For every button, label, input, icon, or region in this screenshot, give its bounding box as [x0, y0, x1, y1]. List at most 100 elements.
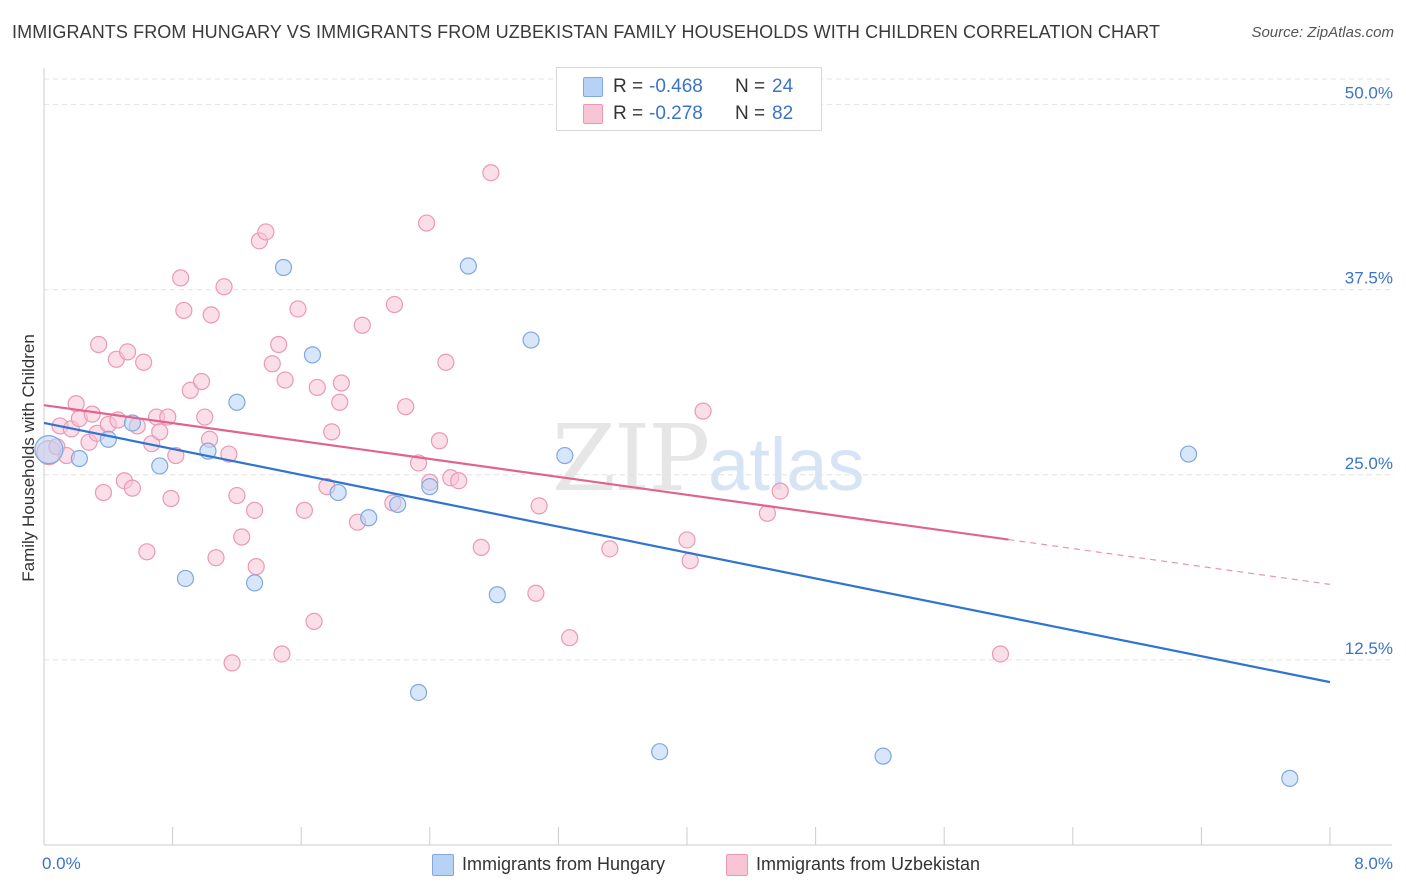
scatter-point-uzbekistan [135, 353, 153, 371]
scatter-point-uzbekistan [295, 501, 314, 519]
scatter-point-uzbekistan [245, 501, 264, 519]
scatter-point-uzbekistan [430, 432, 449, 450]
scatter-point-uzbekistan [276, 371, 294, 389]
stats-r-value-hungary: -0.468 [649, 76, 703, 97]
scatter-point-uzbekistan [263, 355, 281, 373]
scatter-point-hungary [360, 509, 378, 527]
scatter-point-uzbekistan [332, 374, 350, 392]
stats-swatch-hungary [583, 77, 603, 97]
scatter-point-uzbekistan [192, 372, 211, 391]
scatter-point-hungary [99, 430, 117, 448]
y-tick-label: 50.0% [1345, 84, 1393, 103]
scatter-point-uzbekistan [175, 301, 193, 320]
stats-n-value-uzbekistan: 82 [772, 103, 794, 124]
scatter-point-uzbekistan [437, 353, 455, 371]
scatter-point-hungary [389, 495, 407, 514]
scatter-point-hungary [522, 331, 540, 349]
x-tick-label-max: 8.0% [1354, 854, 1393, 873]
scatter-point-uzbekistan [331, 393, 349, 411]
chart-source: Source: ZipAtlas.com [1251, 24, 1394, 41]
trend-line-uzbekistan [43, 404, 1009, 541]
scatter-point-hungary [459, 257, 477, 275]
scatter-point-uzbekistan [172, 269, 190, 287]
legend-label-uzbekistan: Immigrants from Uzbekistan [756, 854, 981, 874]
stats-r-value-uzbekistan: -0.278 [649, 103, 703, 124]
scatter-point-uzbekistan [196, 408, 214, 426]
x-tick-label-min: 0.0% [42, 854, 81, 873]
legend-swatch-hungary [432, 854, 454, 876]
scatter-point-uzbekistan [417, 214, 436, 232]
stats-n-value-hungary: 24 [772, 76, 794, 97]
chart-title: IMMIGRANTS FROM HUNGARY VS IMMIGRANTS FR… [12, 22, 1161, 42]
scatter-point-uzbekistan [482, 164, 500, 182]
scatter-point-uzbekistan [694, 402, 712, 420]
scatter-point-uzbekistan [151, 423, 169, 441]
scatter-point-uzbekistan [991, 645, 1010, 663]
legend-label-hungary: Immigrants from Hungary [462, 854, 666, 874]
scatter-point-uzbekistan [223, 654, 241, 672]
scatter-point-uzbekistan [83, 405, 101, 423]
scatter-point-uzbekistan [601, 540, 619, 558]
scatter-point-hungary [874, 747, 892, 765]
y-tick-label: 12.5% [1345, 639, 1393, 658]
scatter-point-hungary [651, 743, 669, 761]
scatter-point-hungary [409, 683, 428, 702]
stats-n-label: N = [735, 103, 766, 124]
scatter-point-uzbekistan [167, 446, 185, 465]
scatter-point-hungary [329, 483, 347, 502]
scatter-point-uzbekistan [207, 549, 225, 567]
scatter-point-hungary [488, 586, 506, 604]
scatter-point-uzbekistan [771, 482, 789, 500]
stats-n-label: N = [735, 76, 766, 97]
scatter-point-uzbekistan [233, 528, 251, 546]
scatter-point-uzbekistan [289, 300, 307, 318]
scatter-point-uzbekistan [220, 445, 238, 463]
scatter-point-hungary [556, 446, 574, 465]
scatter-point-uzbekistan [215, 278, 233, 296]
scatter-point-uzbekistan [123, 479, 142, 497]
scatter-point-uzbekistan [678, 531, 696, 549]
scatter-point-uzbekistan [397, 398, 415, 416]
scatter-point-uzbekistan [247, 558, 265, 576]
scatter-point-uzbekistan [138, 543, 156, 561]
scatter-point-hungary [70, 449, 88, 468]
scatter-point-uzbekistan [118, 343, 137, 361]
scatter-point-hungary [151, 457, 169, 475]
trend-line-extension-uzbekistan [1008, 538, 1331, 585]
scatter-point-hungary [1281, 769, 1299, 787]
chart-legend: Immigrants from Hungary Immigrants from … [0, 852, 1406, 878]
scatter-point-uzbekistan [323, 423, 341, 441]
scatter-point-hungary [1179, 445, 1198, 463]
scatter-point-uzbekistan [530, 497, 548, 515]
legend-swatch-uzbekistan [726, 854, 748, 876]
scatter-point-uzbekistan [450, 472, 468, 490]
scatter-point-uzbekistan [181, 381, 199, 400]
stats-r-label: R = [613, 76, 644, 97]
trend-line-hungary [43, 421, 1331, 684]
scatter-point-uzbekistan [305, 612, 323, 631]
scatter-point-hungary [176, 569, 195, 588]
scatter-point-hungary [228, 393, 246, 411]
scatter-point-uzbekistan [270, 335, 288, 354]
scatter-point-hungary [245, 574, 264, 592]
scatter-point-hungary [303, 346, 322, 364]
scatter-point-uzbekistan [353, 316, 371, 334]
scatter-point-uzbekistan [527, 584, 545, 602]
scatter-point-uzbekistan [273, 645, 291, 663]
stats-swatch-uzbekistan [583, 104, 603, 124]
scatter-point-hungary [274, 258, 293, 277]
scatter-point-uzbekistan [472, 538, 490, 556]
scatter-point-uzbekistan [202, 306, 220, 324]
y-tick-label: 37.5% [1345, 269, 1393, 288]
scatter-point-uzbekistan [90, 335, 108, 354]
scatter-point-uzbekistan [257, 223, 275, 241]
stats-r-label: R = [613, 103, 644, 124]
scatter-point-uzbekistan [162, 489, 180, 508]
scatter-point-uzbekistan [308, 378, 326, 397]
scatter-point-uzbekistan [94, 483, 113, 502]
scatter-point-hungary [421, 478, 439, 496]
y-tick-label: 25.0% [1345, 454, 1393, 473]
scatter-point-hungary [34, 435, 64, 465]
correlation-stats-box: R = -0.468 N = 24 R = -0.278 N = 82 [556, 67, 822, 131]
